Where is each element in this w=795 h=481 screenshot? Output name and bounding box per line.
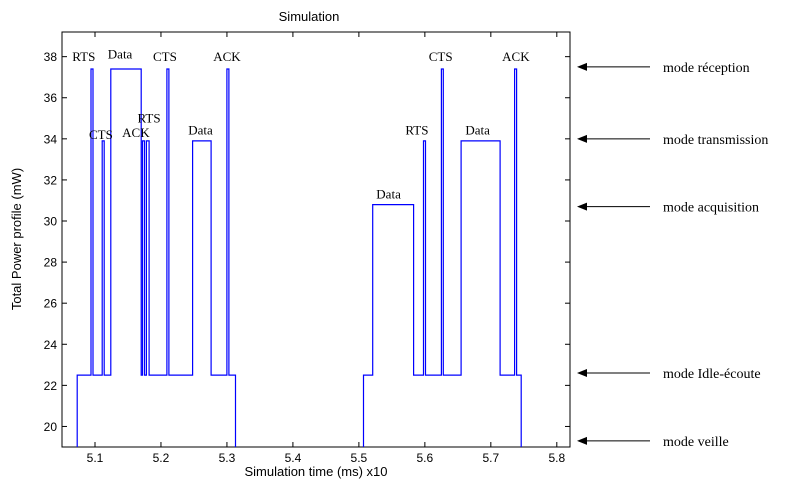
x-tick-label: 5.7 — [482, 451, 499, 465]
mode-label: mode Idle-écoute — [663, 367, 761, 382]
x-axis: 5.1 5.2 5.3 5.4 5.5 5.6 5.7 5.8 — [87, 32, 565, 465]
mode-arrow-head — [577, 202, 587, 211]
y-tick-label: 24 — [44, 338, 58, 352]
x-tick-label: 5.8 — [548, 451, 565, 465]
event-label: CTS — [89, 127, 113, 142]
event-label: CTS — [429, 49, 453, 64]
plot-frame — [61, 31, 571, 448]
x-tick-label: 5.4 — [285, 451, 302, 465]
event-label: ACK — [213, 49, 241, 64]
y-tick-label: 34 — [44, 132, 58, 146]
event-label: CTS — [153, 49, 177, 64]
event-label: RTS — [72, 49, 95, 64]
y-tick-label: 26 — [44, 297, 58, 311]
power-series-line-2 — [362, 68, 522, 447]
mode-label: mode transmission — [663, 133, 768, 148]
y-tick-label: 32 — [44, 173, 58, 187]
mode-label: mode réception — [663, 61, 750, 76]
event-label: Data — [376, 186, 401, 201]
y-tick-label: 22 — [44, 379, 58, 393]
y-tick-label: 38 — [44, 50, 58, 64]
y-axis: 20 22 24 26 28 30 32 34 36 38 — [44, 50, 570, 434]
event-label: RTS — [138, 110, 161, 125]
x-tick-label: 5.6 — [417, 451, 434, 465]
x-tick-label: 5.1 — [87, 451, 104, 465]
x-tick-label: 5.5 — [351, 451, 368, 465]
event-label: ACK — [502, 49, 530, 64]
event-label: ACK — [122, 125, 150, 140]
mode-arrow-head — [577, 436, 587, 445]
mode-labels: mode réception mode transmission mode acqu… — [577, 61, 768, 450]
y-tick-label: 30 — [44, 215, 58, 229]
event-label: Data — [465, 123, 490, 138]
mode-label: mode veille — [663, 435, 729, 450]
mode-arrow-head — [577, 62, 587, 71]
y-tick-label: 28 — [44, 256, 58, 270]
y-axis-label: Total Power profile (mW) — [9, 168, 24, 310]
chart-title: Simulation — [279, 9, 340, 24]
mode-arrow-head — [577, 369, 587, 378]
event-label: RTS — [405, 123, 428, 138]
y-tick-label: 36 — [44, 91, 58, 105]
power-series — [76, 68, 522, 447]
x-tick-label: 5.2 — [153, 451, 170, 465]
mode-label: mode acquisition — [663, 201, 759, 216]
event-label: Data — [108, 47, 133, 62]
x-tick-label: 5.3 — [219, 451, 236, 465]
x-axis-label: Simulation time (ms) x10 — [244, 464, 387, 479]
y-tick-label: 20 — [44, 420, 58, 434]
event-label: Data — [188, 123, 213, 138]
power-series-line-1 — [76, 68, 237, 447]
mode-arrow-head — [577, 134, 587, 143]
